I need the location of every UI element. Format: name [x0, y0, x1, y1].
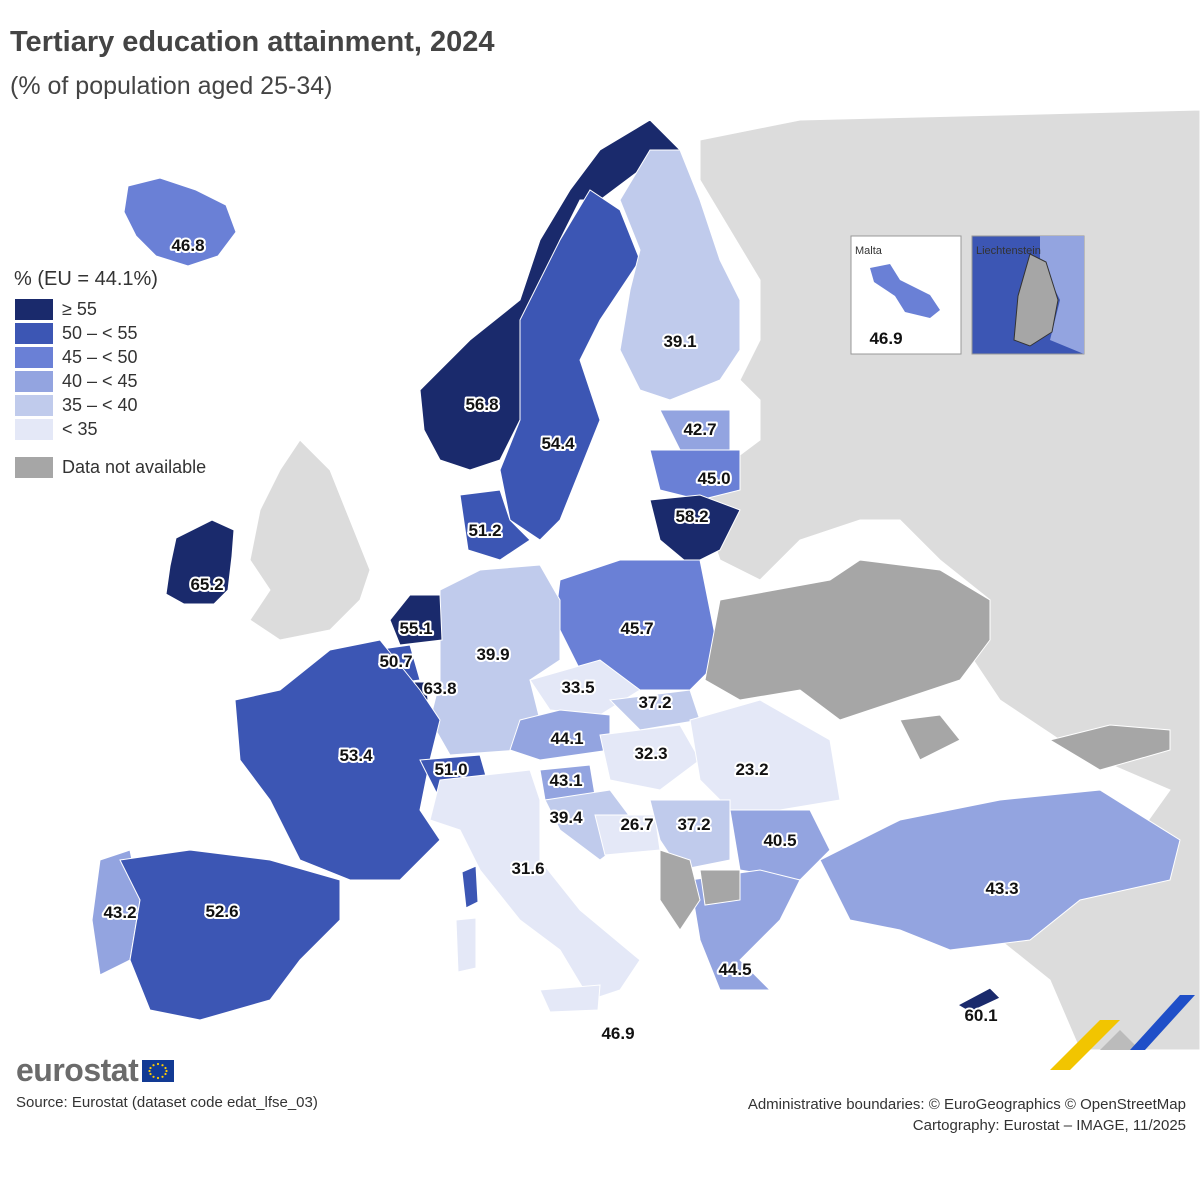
region-serbia	[649, 799, 731, 871]
legend-row: 40 – < 45	[14, 369, 206, 393]
region-finland	[619, 149, 741, 401]
liechtenstein-inset	[971, 235, 1085, 355]
legend-row: < 35	[14, 417, 206, 441]
malta-inset	[850, 235, 962, 355]
region-ireland	[165, 519, 235, 605]
legend-classes: ≥ 55 50 – < 55 45 – < 50 40 – < 45 35 – < 40…	[14, 297, 206, 441]
legend-swatch	[14, 455, 54, 479]
malta-island	[870, 264, 940, 318]
legend-swatch	[14, 369, 54, 393]
legend-row: ≥ 55	[14, 297, 206, 321]
legend-label: Data not available	[62, 456, 207, 477]
legend-swatch	[14, 417, 54, 441]
region-iceland	[123, 177, 237, 267]
region-italy	[429, 769, 641, 1001]
region-value-label: 58.2	[675, 507, 708, 526]
eurostat-logo: eurostat	[16, 1052, 175, 1089]
region-sardinia	[455, 917, 477, 973]
region-poland	[554, 559, 721, 691]
legend-label: < 35	[62, 418, 98, 439]
region-value-label: 51.0	[434, 760, 467, 779]
region-value-label: 43.2	[103, 903, 136, 922]
region-value-label: 53.4	[339, 746, 373, 765]
legend-swatch	[14, 321, 54, 345]
region-value-label: 46.9	[601, 1024, 634, 1043]
region-value-label: 37.2	[638, 693, 671, 712]
region-value-label: 31.6	[511, 859, 544, 878]
liechtenstein-inset-label: Liechtenstein	[976, 245, 1041, 257]
credits-boundaries: Administrative boundaries: © EuroGeograp…	[747, 1096, 1186, 1113]
region-bulgaria	[729, 809, 831, 881]
region-value-label: 52.6	[205, 902, 238, 921]
region-value-label: 23.2	[735, 760, 768, 779]
region-value-label: 43.1	[549, 771, 582, 790]
region-value-label: 40.5	[763, 831, 796, 850]
region-value-label: 39.9	[476, 645, 509, 664]
region-value-label: 63.8	[423, 679, 456, 698]
region-value-label: 45.7	[620, 619, 653, 638]
region-value-label: 39.1	[663, 332, 696, 351]
region-value-label: 51.2	[468, 521, 501, 540]
legend-title: % (EU = 44.1%)	[14, 268, 158, 290]
region-value-label: 45.0	[697, 469, 730, 488]
eu-flag-icon	[142, 1059, 175, 1082]
region-value-label: 46.8	[171, 236, 204, 255]
image-logo-icon	[1050, 995, 1195, 1070]
region-value-label: 50.7	[379, 652, 412, 671]
region-romania	[689, 699, 841, 811]
chart-subtitle: (% of population aged 25-34)	[10, 72, 333, 100]
region-value-label: 26.7	[620, 815, 653, 834]
legend-label: 45 – < 50	[62, 346, 138, 367]
legend-row-no-data: Data not available	[14, 455, 206, 479]
legend-label: 40 – < 45	[62, 370, 138, 391]
chart-title: Tertiary education attainment, 2024	[10, 26, 495, 58]
legend-label: ≥ 55	[62, 298, 97, 319]
region-value-label: 37.2	[677, 815, 710, 834]
legend-swatch	[14, 297, 54, 321]
legend-swatch	[14, 393, 54, 417]
region-latvia	[649, 449, 741, 501]
legend-label: 50 – < 55	[62, 322, 138, 343]
region-lithuania	[649, 494, 741, 566]
region-value-label: 43.3	[985, 879, 1018, 898]
no-data-regions	[659, 559, 1171, 931]
region-cyprus	[956, 987, 1001, 1013]
region-sicily	[539, 984, 601, 1013]
region-corsica	[461, 865, 479, 909]
logo-text: eurostat	[16, 1052, 139, 1088]
map-legend: % (EU = 44.1%) ≥ 55 50 – < 55 45 – < 50 40 …	[14, 268, 206, 479]
region-value-label: 42.7	[683, 420, 716, 439]
malta-value-label: 46.9	[869, 329, 902, 348]
legend-row: 50 – < 55	[14, 321, 206, 345]
region-france	[234, 639, 441, 881]
legend-row: 45 – < 50	[14, 345, 206, 369]
region-sweden	[499, 189, 641, 541]
region-value-label: 44.1	[550, 729, 583, 748]
malta-inset-label: Malta	[855, 245, 883, 257]
region-denmark	[459, 489, 531, 561]
region-netherlands	[389, 594, 443, 646]
legend-label: 35 – < 40	[62, 394, 138, 415]
region-value-label: 55.1	[399, 619, 432, 638]
legend-swatch	[14, 345, 54, 369]
region-value-label: 60.1	[964, 1006, 997, 1025]
region-value-label: 56.8	[465, 395, 498, 414]
region-hungary	[599, 724, 701, 791]
region-value-label: 39.4	[549, 808, 583, 827]
credits-note: Administrative boundaries: © EuroGeograp…	[748, 1094, 1186, 1136]
region-value-label: 54.4	[541, 434, 575, 453]
credits-cartography: Cartography: Eurostat – IMAGE, 11/2025	[912, 1117, 1186, 1134]
region-value-label: 44.5	[718, 960, 751, 979]
source-note: Source: Eurostat (dataset code edat_lfse…	[16, 1094, 318, 1111]
region-spain	[119, 849, 341, 1021]
region-value-label: 65.2	[190, 575, 223, 594]
region-value-label: 33.5	[561, 678, 594, 697]
legend-row: 35 – < 40	[14, 393, 206, 417]
region-turkey	[819, 789, 1181, 951]
country-regions	[91, 119, 1181, 1021]
value-labels: 46.8 65.2 56.8 54.4 39.1 42.7 45.0 58.2 51.2 45.7…	[101, 234, 1020, 1045]
region-value-label: 32.3	[634, 744, 667, 763]
